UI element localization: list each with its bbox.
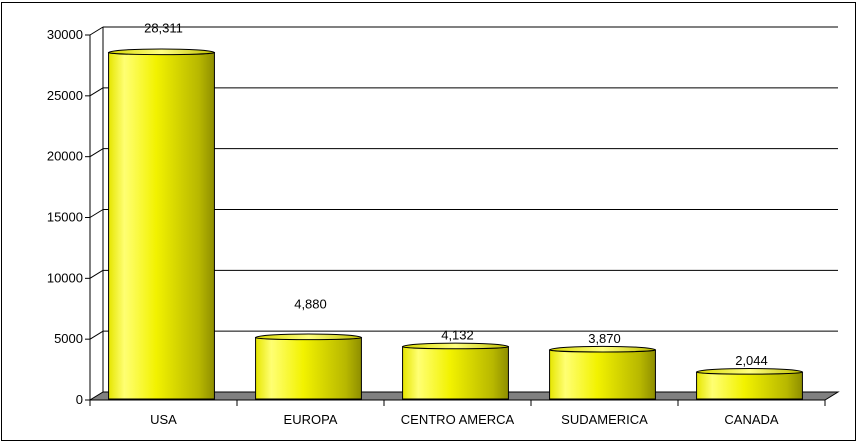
gridline-side (89, 269, 104, 279)
bar-cap (548, 345, 657, 353)
y-tick-label: 20000 (47, 149, 83, 164)
bar (107, 48, 216, 400)
bar-body (255, 337, 362, 400)
data-label: 2,044 (735, 353, 768, 368)
data-label: 3,870 (588, 331, 621, 346)
y-tick-label: 30000 (47, 27, 83, 42)
bar-body (696, 371, 803, 400)
y-tick-label: 10000 (47, 270, 83, 285)
y-tick-label: 5000 (54, 331, 83, 346)
x-tick-label: SUDAMERICA (561, 412, 648, 427)
x-tick-label: CANADA (724, 412, 779, 427)
labels: 0 5000 10000 15000 20000 25000 30000 USA 28,311 E… (47, 21, 779, 427)
bar-body (402, 346, 509, 400)
gridline-side (89, 209, 104, 218)
x-tick-label: EUROPA (284, 412, 338, 427)
x-tick-label: CENTRO AMERCA (401, 412, 515, 427)
bar-body (549, 349, 656, 400)
data-label: 4,880 (294, 297, 327, 312)
bar (695, 368, 804, 400)
bar-cap (107, 48, 216, 56)
bar-cap (695, 368, 804, 375)
data-label: 28,311 (144, 21, 183, 36)
y-tick-label: 15000 (47, 210, 83, 225)
x-tick-label: USA (150, 412, 177, 427)
bar-cap (401, 342, 510, 350)
bar (254, 333, 363, 400)
bar (548, 345, 657, 400)
y-tick-label: 0 (76, 392, 83, 407)
bar (401, 342, 510, 400)
gridline-side (89, 87, 104, 97)
bars (107, 48, 804, 400)
gridlines (89, 26, 838, 392)
y-tick-label: 25000 (47, 88, 83, 103)
gridline-side (89, 26, 104, 36)
bar-cap (254, 333, 363, 341)
data-label: 4,132 (441, 328, 474, 343)
gridline-side (89, 330, 104, 340)
bar-body (108, 52, 215, 400)
gridline-side (89, 148, 104, 158)
